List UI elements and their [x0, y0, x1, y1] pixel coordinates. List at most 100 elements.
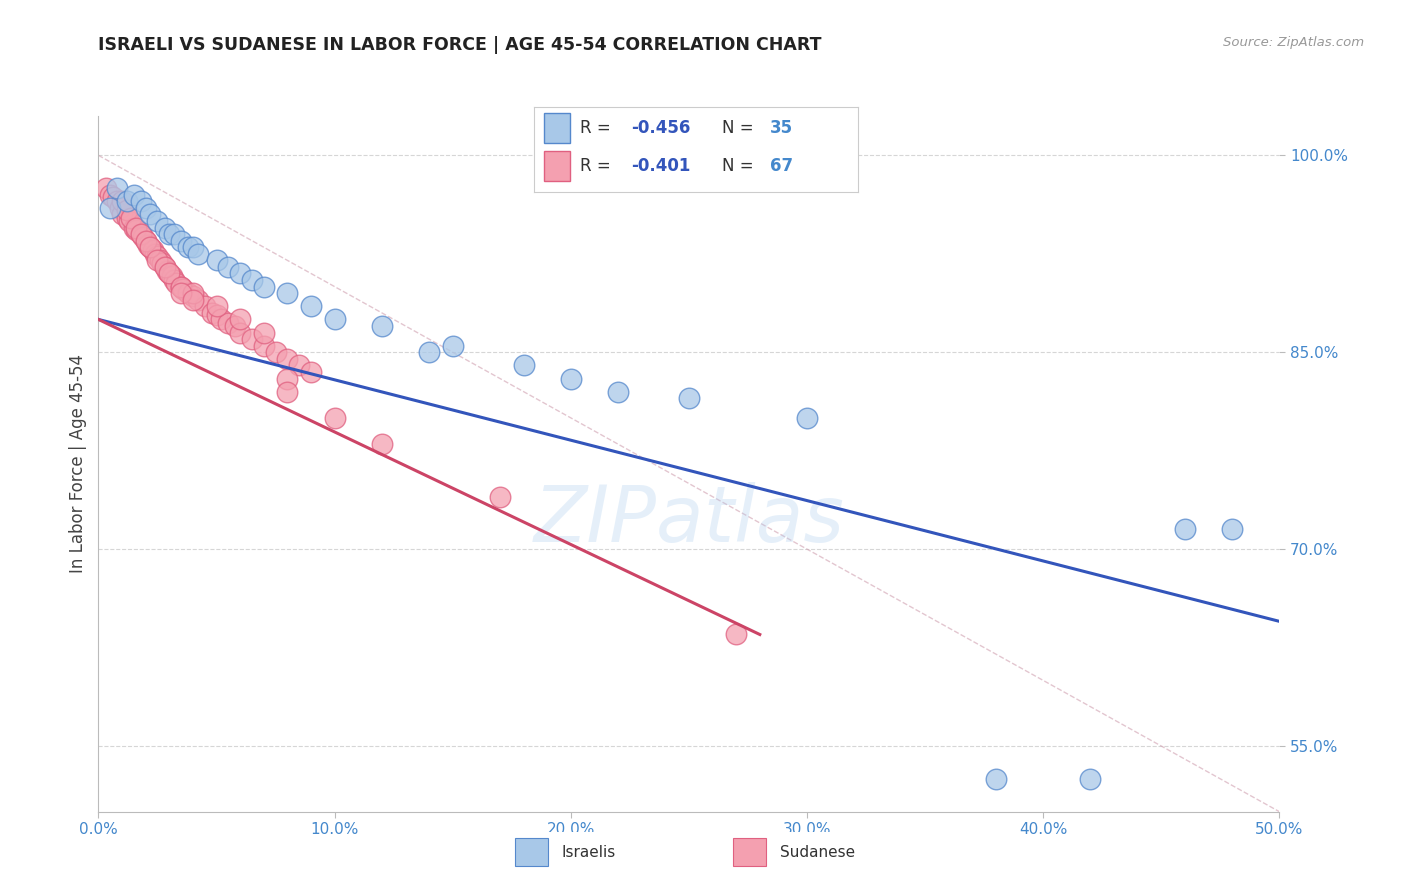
Point [181, 289, 204, 303]
Point [136, 237, 159, 252]
Point [163, 273, 186, 287]
Point [153, 220, 176, 235]
Point [170, 286, 193, 301]
Point [205, 309, 228, 323]
Text: Israelis: Israelis [562, 845, 616, 860]
Bar [544, 113, 569, 143]
Point [253, 326, 276, 340]
Bar [544, 151, 569, 181]
Point [115, 203, 138, 218]
Point [135, 201, 157, 215]
Text: ZIPatlas: ZIPatlas [533, 482, 845, 558]
Point [240, 332, 263, 346]
Point [139, 207, 162, 221]
Point [121, 211, 143, 226]
Text: -0.401: -0.401 [631, 157, 690, 175]
Text: R =: R = [579, 157, 616, 175]
Point [132, 229, 155, 244]
Point [678, 391, 700, 405]
Text: Source: ZipAtlas.com: Source: ZipAtlas.com [1223, 36, 1364, 49]
Point [139, 240, 162, 254]
Point [143, 247, 166, 261]
Point [153, 260, 176, 274]
Point [276, 286, 298, 301]
Text: R =: R = [579, 119, 616, 136]
Point [146, 249, 169, 263]
Text: N =: N = [721, 157, 759, 175]
Text: -0.456: -0.456 [631, 119, 690, 136]
Point [217, 260, 239, 274]
Point [94, 181, 117, 195]
Point [418, 345, 440, 359]
Point [163, 227, 186, 241]
Point [105, 181, 128, 195]
Point [115, 194, 138, 209]
Point [371, 437, 394, 451]
Bar [734, 838, 766, 866]
Point [142, 243, 165, 257]
Y-axis label: In Labor Force | Age 45-54: In Labor Force | Age 45-54 [69, 354, 87, 574]
Point [299, 365, 322, 379]
Point [489, 490, 512, 504]
Point [170, 279, 193, 293]
Point [187, 247, 209, 261]
Point [181, 240, 204, 254]
Point [1174, 523, 1197, 537]
Point [253, 279, 276, 293]
Point [170, 234, 193, 248]
Point [157, 267, 180, 281]
Point [157, 227, 180, 241]
Point [156, 264, 179, 278]
Point [111, 194, 134, 209]
Point [224, 318, 246, 333]
Text: ISRAELI VS SUDANESE IN LABOR FORCE | AGE 45-54 CORRELATION CHART: ISRAELI VS SUDANESE IN LABOR FORCE | AGE… [98, 36, 823, 54]
Point [135, 234, 157, 248]
Point [253, 339, 276, 353]
Point [264, 345, 287, 359]
Point [725, 627, 748, 641]
Point [129, 194, 152, 209]
Point [201, 306, 224, 320]
Point [170, 279, 193, 293]
Point [98, 201, 121, 215]
Point [560, 371, 582, 385]
Point [229, 267, 252, 281]
Point [98, 187, 121, 202]
Point [115, 211, 138, 226]
Point [240, 273, 263, 287]
Point [512, 359, 534, 373]
Point [276, 371, 298, 385]
Point [209, 312, 232, 326]
Point [157, 267, 180, 281]
Point [181, 286, 204, 301]
Text: 67: 67 [770, 157, 793, 175]
Point [299, 299, 322, 313]
Point [129, 227, 152, 241]
Point [122, 187, 145, 202]
Point [149, 253, 172, 268]
Point [125, 223, 148, 237]
Point [108, 201, 131, 215]
Point [229, 312, 252, 326]
Point [217, 317, 239, 331]
Point [139, 240, 162, 254]
Point [205, 299, 228, 313]
Point [177, 286, 200, 301]
Point [160, 269, 183, 284]
Point [135, 234, 157, 248]
Point [323, 312, 346, 326]
Point [146, 253, 169, 268]
Point [205, 253, 228, 268]
Point [371, 318, 394, 333]
Point [187, 293, 209, 307]
Point [194, 299, 217, 313]
Text: Sudanese: Sudanese [780, 845, 855, 860]
Point [1220, 523, 1243, 537]
Bar [515, 838, 548, 866]
Text: N =: N = [721, 119, 759, 136]
Point [105, 194, 128, 209]
Point [288, 359, 311, 373]
Point [122, 220, 145, 235]
Point [276, 384, 298, 399]
Point [323, 410, 346, 425]
